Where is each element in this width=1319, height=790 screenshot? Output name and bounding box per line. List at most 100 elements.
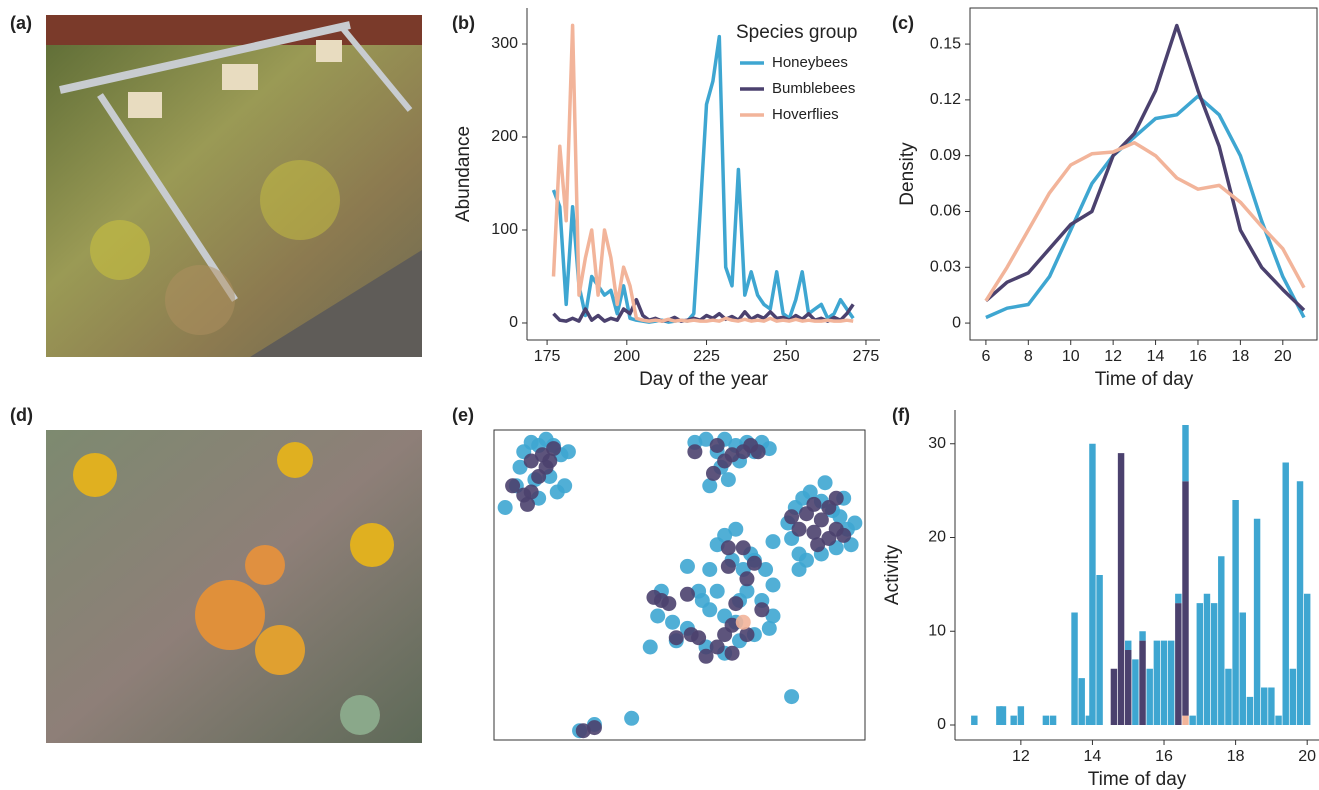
bar xyxy=(1071,612,1078,725)
bar xyxy=(1096,575,1103,725)
point xyxy=(765,534,781,550)
point xyxy=(847,515,863,531)
point xyxy=(705,465,721,481)
point xyxy=(523,484,539,500)
bar xyxy=(1239,612,1246,725)
bar xyxy=(996,706,1003,725)
point xyxy=(810,537,826,553)
y-tick-label: 200 xyxy=(491,128,518,145)
point xyxy=(560,444,576,460)
legend-title: Species group xyxy=(736,22,857,43)
bar xyxy=(971,715,978,725)
point xyxy=(765,608,781,624)
x-axis-label: Time of day xyxy=(1095,369,1194,390)
x-tick-label: 250 xyxy=(773,348,800,365)
point xyxy=(512,459,528,475)
x-tick-label: 14 xyxy=(1147,348,1165,365)
x-axis-label: Time of day xyxy=(1088,769,1187,790)
point xyxy=(624,710,640,726)
bar xyxy=(1139,631,1146,641)
point xyxy=(523,453,539,469)
bar xyxy=(1303,593,1311,725)
panel-label: (a) xyxy=(10,13,32,33)
x-tick-label: 12 xyxy=(1012,748,1030,765)
point xyxy=(546,441,562,457)
point xyxy=(791,562,807,577)
point xyxy=(586,720,602,736)
point xyxy=(791,521,807,537)
point xyxy=(761,620,777,636)
point xyxy=(650,608,666,624)
point xyxy=(728,521,744,537)
point xyxy=(687,444,703,460)
series-line xyxy=(552,297,855,323)
bar xyxy=(1042,715,1050,725)
bar xyxy=(1049,715,1057,725)
point xyxy=(754,602,770,618)
y-tick-label: 0.09 xyxy=(930,147,961,164)
bar xyxy=(1196,603,1204,725)
point xyxy=(817,475,833,491)
bar xyxy=(1017,706,1025,725)
x-tick-label: 20 xyxy=(1298,748,1316,765)
bar xyxy=(1210,603,1218,725)
bar xyxy=(1089,443,1096,725)
x-tick-label: 225 xyxy=(693,348,720,365)
bar xyxy=(1125,640,1132,650)
x-tick-label: 18 xyxy=(1231,348,1249,365)
x-tick-label: 20 xyxy=(1274,348,1292,365)
bar xyxy=(1246,696,1254,725)
bar xyxy=(1268,687,1275,725)
bar xyxy=(1160,640,1168,725)
point xyxy=(806,496,822,512)
bar xyxy=(1010,715,1017,725)
bar xyxy=(1110,668,1118,725)
bar xyxy=(1296,481,1304,725)
plot-frame xyxy=(969,7,1318,341)
bar xyxy=(1146,668,1153,725)
x-tick-label: 175 xyxy=(534,348,561,365)
y-axis-label: Activity xyxy=(882,544,903,605)
point xyxy=(758,562,774,577)
x-axis-label: Day of the year xyxy=(639,369,769,390)
bar xyxy=(1189,715,1196,725)
series-line xyxy=(551,23,854,323)
point xyxy=(679,558,695,574)
bar xyxy=(1182,481,1189,716)
bar xyxy=(1282,462,1289,725)
bar xyxy=(1232,500,1239,725)
point xyxy=(679,586,695,602)
bar xyxy=(999,706,1007,725)
point xyxy=(746,555,762,571)
y-tick-label: 300 xyxy=(491,35,518,52)
bar xyxy=(1218,556,1225,725)
panel-label: (e) xyxy=(452,405,474,425)
y-tick-label: 0.03 xyxy=(930,258,961,275)
point xyxy=(646,589,662,605)
legend-label: Hoverflies xyxy=(772,106,839,123)
bar xyxy=(1125,650,1132,725)
point xyxy=(717,627,733,643)
series-line xyxy=(984,23,1306,312)
point xyxy=(791,546,807,562)
point xyxy=(709,438,725,453)
legend-label: Honeybees xyxy=(772,54,848,71)
point xyxy=(668,630,684,646)
point xyxy=(739,627,755,643)
x-tick-label: 16 xyxy=(1189,348,1207,365)
y-tick-label: 0.12 xyxy=(930,91,961,108)
y-tick-label: 0 xyxy=(937,716,946,733)
point xyxy=(720,558,736,574)
bar xyxy=(1203,593,1211,725)
y-tick-label: 30 xyxy=(928,435,946,452)
panel-label: (c) xyxy=(892,13,914,33)
point xyxy=(694,593,710,608)
point xyxy=(542,453,558,469)
point xyxy=(519,496,535,512)
point xyxy=(702,478,718,494)
point xyxy=(724,645,740,661)
point xyxy=(735,614,751,630)
bar xyxy=(1261,687,1268,725)
point xyxy=(765,577,781,593)
